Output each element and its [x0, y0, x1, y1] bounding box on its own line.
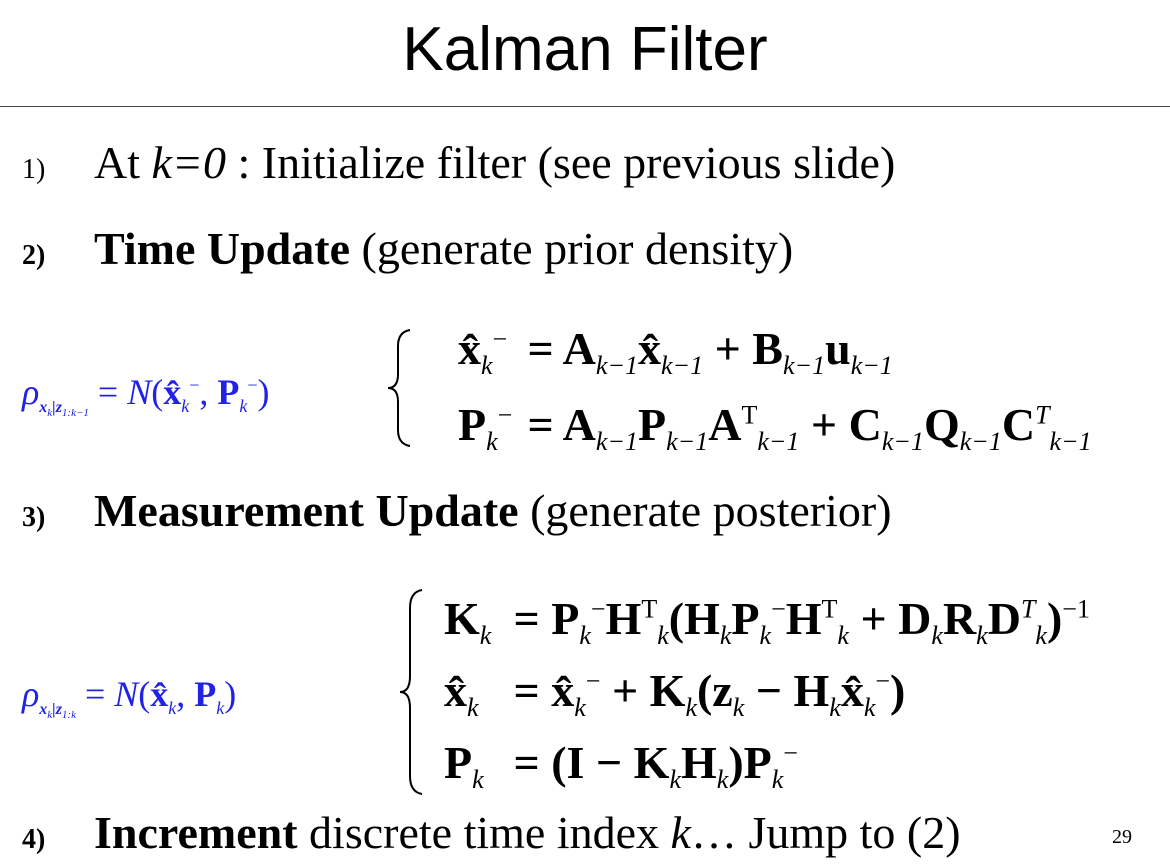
measurement-update-brace — [399, 589, 423, 795]
step-text: Time Update (generate prior density) — [94, 223, 794, 274]
slide-title: Kalman Filter — [402, 15, 768, 84]
prior-density-equation: ρxk|z1:k−1 = N(x̂k−, Pk−) — [22, 372, 270, 420]
step-text: Increment discrete time index k… Jump to… — [94, 807, 961, 858]
page-number: 29 — [1112, 826, 1132, 848]
covariance-update-equation: Pk = (I − KkHk)Pk− — [444, 737, 798, 795]
posterior-density-equation: ρxk|z1:k = N(x̂k, Pk) — [22, 674, 237, 722]
step-4: 4) Increment discrete time index k… Jump … — [22, 806, 961, 859]
step-number: 4) — [22, 824, 46, 855]
step-3: 3) Measurement Update (generate posterior… — [22, 484, 892, 537]
step-number: 3) — [22, 502, 46, 533]
time-update-state-equation: x̂k− = Ak−1x̂k−1 + Bk−1uk−1 — [458, 323, 893, 381]
step-text: Measurement Update (generate posterior) — [94, 485, 892, 536]
step-2: 2) Time Update (generate prior density) — [22, 222, 793, 275]
step-1: 1) At k=0 : Initialize filter (see previo… — [22, 136, 895, 189]
kalman-gain-equation: Kk = Pk−HTk(HkPk−HTk + DkRkDTk)−1 — [444, 593, 1090, 651]
time-update-covariance-equation: Pk− = Ak−1Pk−1ATk−1 + Ck−1Qk−1CTk−1 — [458, 399, 1092, 457]
time-update-brace — [387, 329, 411, 447]
state-update-equation: x̂k = x̂k− + Kk(zk − Hkx̂k−) — [444, 665, 906, 723]
title-divider — [0, 106, 1170, 107]
step-number: 1) — [22, 154, 46, 185]
step-number: 2) — [22, 240, 46, 271]
step-text: At k=0 : Initialize filter (see previous… — [94, 137, 896, 188]
